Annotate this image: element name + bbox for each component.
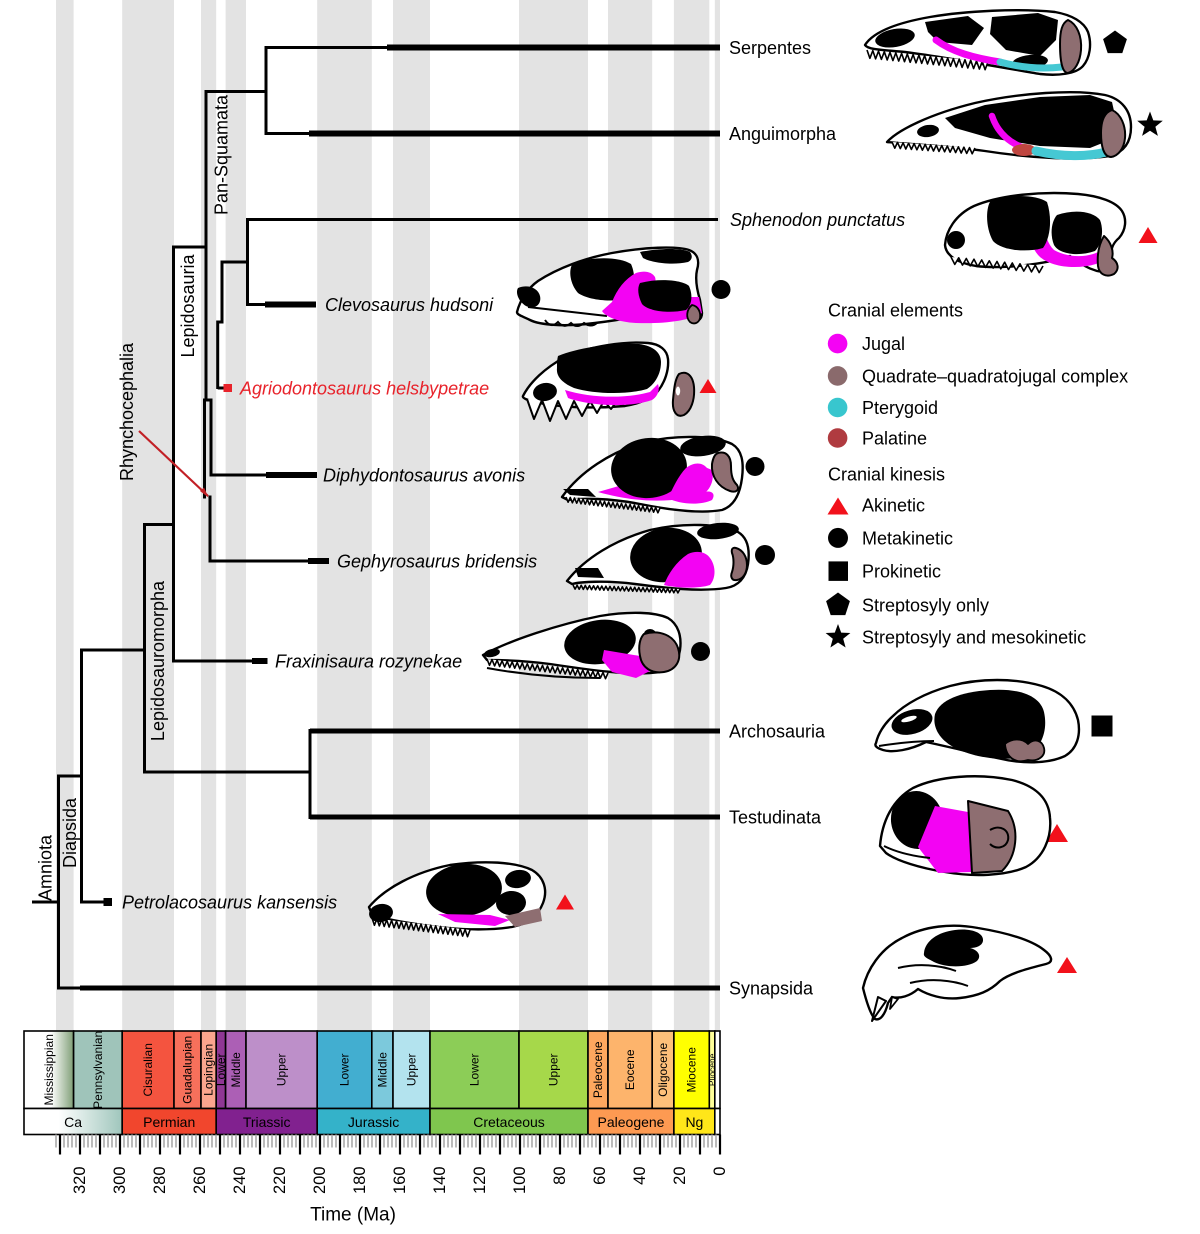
svg-text:Amniota: Amniota [35,834,55,901]
svg-text:Quadrate–quadratojugal complex: Quadrate–quadratojugal complex [862,366,1128,386]
svg-text:Mississippian: Mississippian [42,1034,56,1105]
svg-text:Paleocene: Paleocene [591,1041,605,1098]
svg-text:300: 300 [111,1167,129,1195]
svg-text:Petrolacosaurus kansensis: Petrolacosaurus kansensis [122,893,337,913]
svg-text:280: 280 [151,1167,169,1195]
svg-text:260: 260 [191,1167,209,1195]
svg-text:Pan-Squamata: Pan-Squamata [212,94,232,215]
svg-text:Permian: Permian [143,1114,195,1130]
svg-text:160: 160 [391,1167,409,1195]
svg-text:Ng: Ng [685,1114,703,1130]
svg-text:140: 140 [431,1167,449,1195]
svg-text:Upper: Upper [275,1053,289,1086]
svg-text:Pliocene: Pliocene [707,1053,717,1086]
svg-text:Anguimorpha: Anguimorpha [729,124,837,144]
svg-text:0: 0 [711,1167,729,1176]
svg-text:Gephyrosaurus bridensis: Gephyrosaurus bridensis [337,552,537,572]
svg-text:Rhynchocephalia: Rhynchocephalia [117,342,137,481]
svg-text:Middle: Middle [375,1052,389,1088]
svg-text:Jurassic: Jurassic [348,1114,399,1130]
svg-text:Cranial elements: Cranial elements [828,301,963,321]
svg-text:Miocene: Miocene [685,1047,699,1093]
svg-text:20: 20 [671,1167,689,1185]
svg-text:Fraxinisaura rozynekae: Fraxinisaura rozynekae [275,652,462,672]
svg-text:Streptosyly and mesokinetic: Streptosyly and mesokinetic [862,628,1086,648]
svg-text:240: 240 [231,1167,249,1195]
svg-text:Oligocene: Oligocene [656,1042,670,1096]
svg-text:Lepidosauria: Lepidosauria [178,253,198,357]
svg-text:Paleogene: Paleogene [598,1114,665,1130]
svg-text:Akinetic: Akinetic [862,496,925,516]
svg-text:Archosauria: Archosauria [729,722,826,742]
svg-text:40: 40 [631,1167,649,1185]
svg-text:Agriodontosaurus helsbypetrae: Agriodontosaurus helsbypetrae [239,379,489,399]
svg-text:Testudinata: Testudinata [729,808,822,828]
svg-text:Lepidosauromorpha: Lepidosauromorpha [148,580,168,741]
svg-text:Palatine: Palatine [862,429,927,449]
svg-text:Cranial kinesis: Cranial kinesis [828,465,945,485]
svg-text:Eocene: Eocene [623,1049,637,1090]
svg-text:200: 200 [311,1167,329,1195]
svg-text:100: 100 [511,1167,529,1195]
svg-text:Jugal: Jugal [862,334,905,354]
svg-text:Pterygoid: Pterygoid [862,398,938,418]
svg-text:Lower: Lower [338,1053,352,1086]
svg-text:Serpentes: Serpentes [729,38,811,58]
svg-text:320: 320 [71,1167,89,1195]
svg-text:Diphydontosaurus avonis: Diphydontosaurus avonis [323,466,525,486]
svg-text:Diapsida: Diapsida [60,797,80,868]
svg-text:Lower: Lower [214,1053,228,1086]
svg-text:Cisuralian: Cisuralian [141,1043,155,1096]
svg-text:120: 120 [471,1167,489,1195]
svg-text:Ca: Ca [64,1114,82,1130]
svg-text:Prokinetic: Prokinetic [862,562,941,582]
svg-text:60: 60 [591,1167,609,1185]
svg-text:Synapsida: Synapsida [729,979,814,999]
svg-text:80: 80 [551,1167,569,1185]
svg-text:Pennsylvanian: Pennsylvanian [91,1031,105,1109]
svg-text:Upper: Upper [405,1053,419,1086]
svg-text:Time (Ma): Time (Ma) [310,1205,396,1226]
svg-text:Triassic: Triassic [243,1114,291,1130]
svg-text:Clevosaurus hudsoni: Clevosaurus hudsoni [325,295,494,315]
svg-text:180: 180 [351,1167,369,1195]
svg-text:Streptosyly only: Streptosyly only [862,596,989,616]
svg-text:Cretaceous: Cretaceous [473,1114,545,1130]
svg-text:Guadalupian: Guadalupian [181,1036,195,1104]
svg-text:Metakinetic: Metakinetic [862,528,953,548]
svg-text:Upper: Upper [547,1053,561,1086]
svg-text:220: 220 [271,1167,289,1195]
svg-text:Lopingian: Lopingian [202,1044,216,1096]
svg-text:Middle: Middle [229,1052,243,1088]
svg-text:Lower: Lower [468,1053,482,1086]
svg-text:Sphenodon punctatus: Sphenodon punctatus [730,210,905,230]
